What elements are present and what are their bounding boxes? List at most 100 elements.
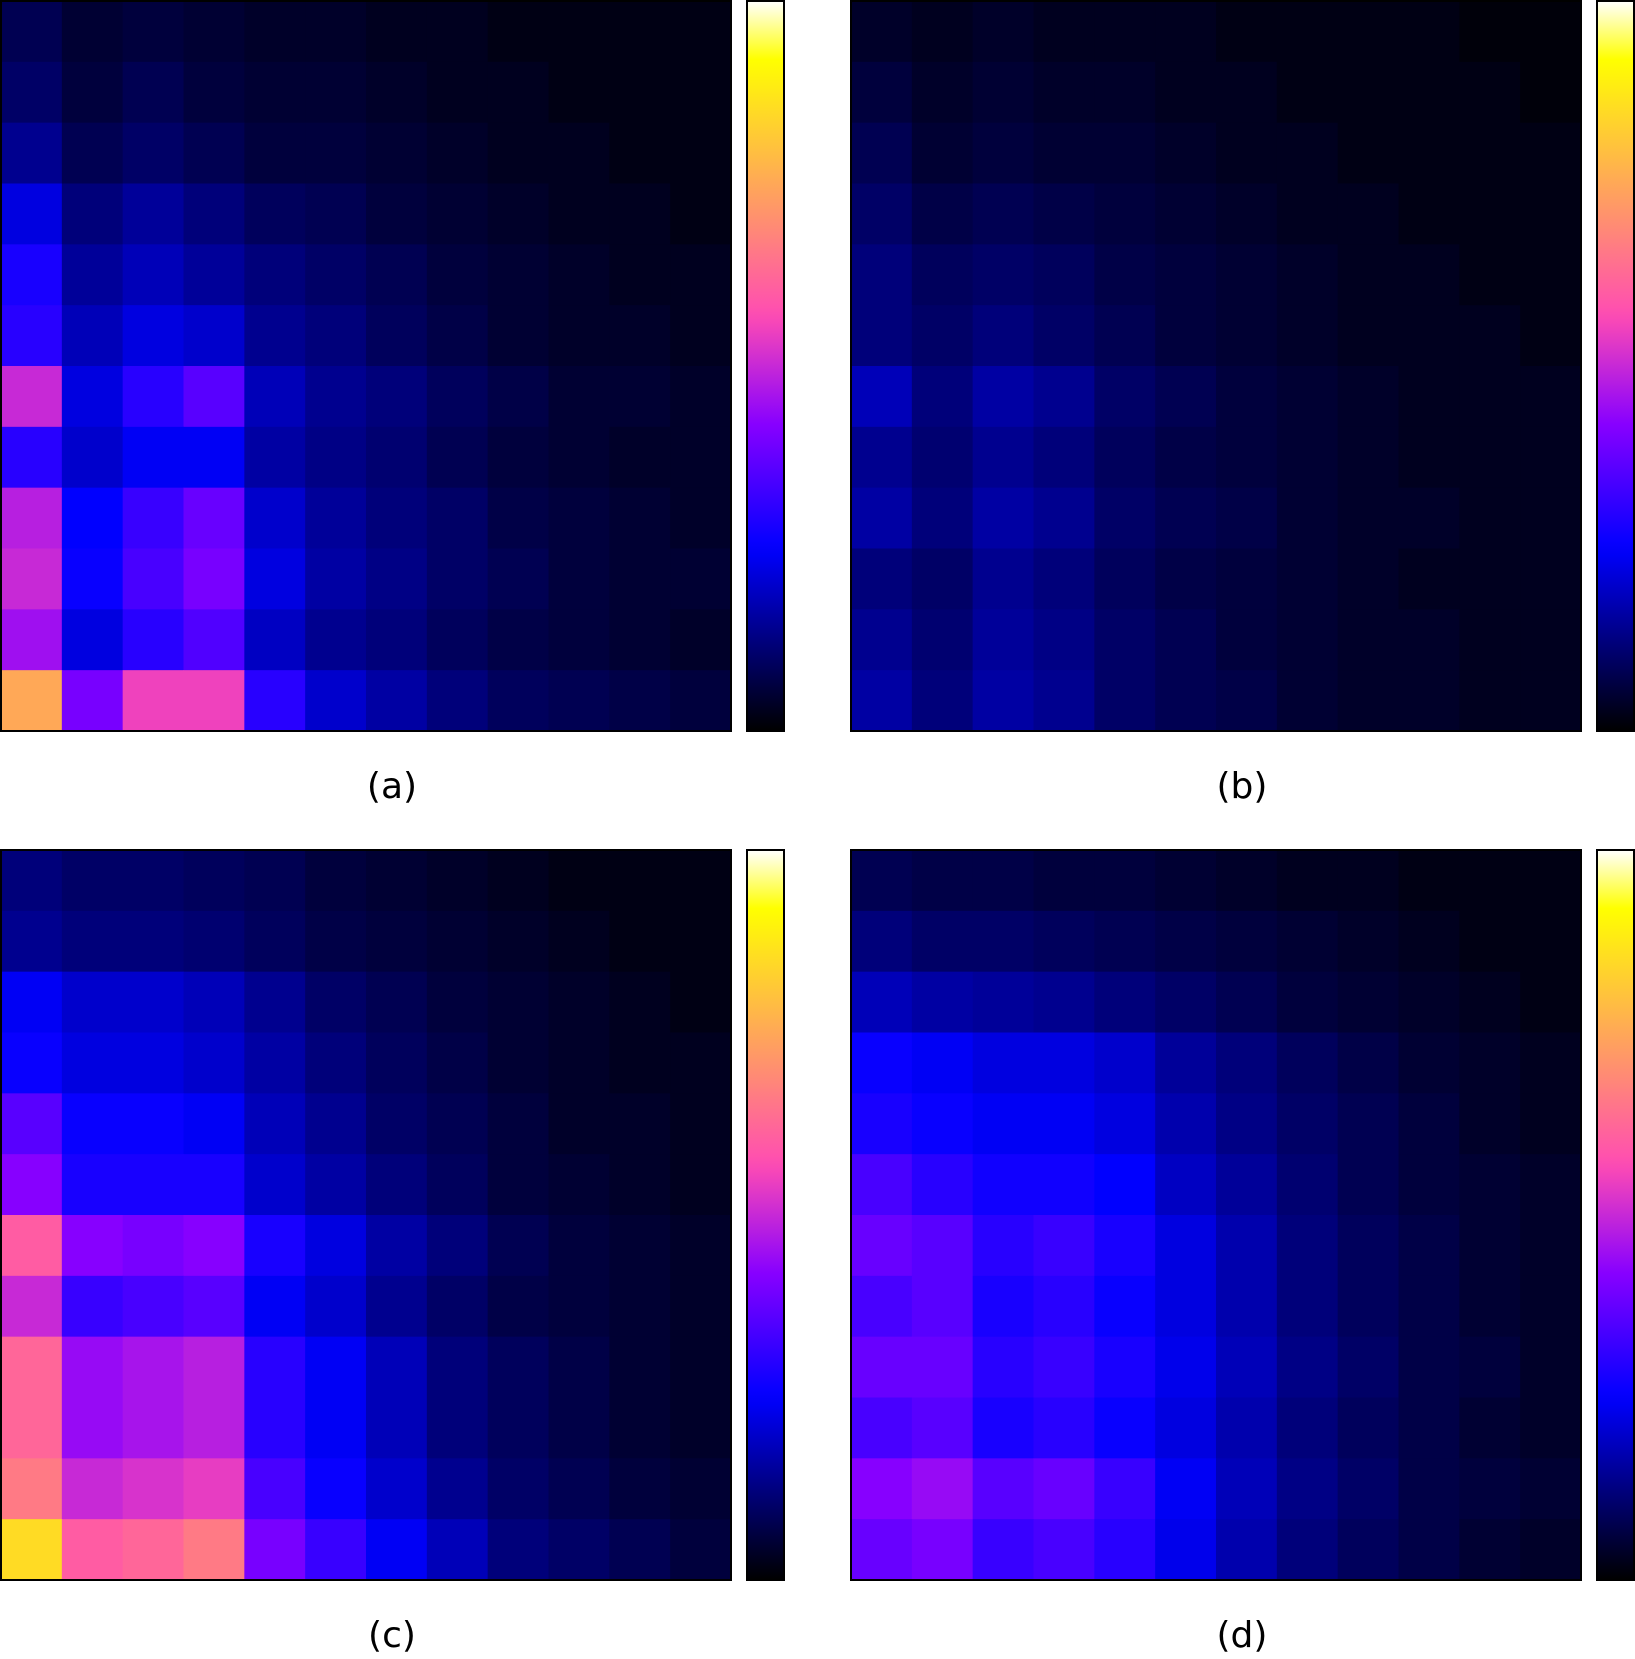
heatmap-cell <box>122 910 184 973</box>
heatmap-cell <box>609 609 671 671</box>
panel-label: (d) <box>1217 1615 1268 1656</box>
heatmap-cell <box>1459 1032 1521 1094</box>
heatmap-cell <box>1459 850 1521 912</box>
heatmap-cell <box>183 1397 245 1459</box>
heatmap-cell <box>1216 1458 1278 1520</box>
heatmap-cell <box>1459 1275 1521 1338</box>
heatmap-cell <box>911 1154 974 1216</box>
heatmap-cell <box>244 609 306 671</box>
heatmap-cell <box>487 1275 549 1338</box>
heatmap-cell <box>548 1458 610 1520</box>
heatmap-cell <box>366 670 428 732</box>
heatmap-cell <box>1216 244 1278 306</box>
heatmap-cell <box>183 548 245 610</box>
heatmap-cell <box>1216 850 1278 912</box>
heatmap-cell <box>1216 487 1278 549</box>
heatmap-cell <box>1094 910 1156 973</box>
heatmap-cell <box>1155 1154 1217 1216</box>
heatmap-cell <box>1155 971 1217 1033</box>
heatmap-cell <box>972 122 1034 184</box>
heatmap-cell <box>1398 910 1460 973</box>
heatmap-cell <box>244 1275 306 1338</box>
heatmap-cell <box>366 1093 428 1155</box>
heatmap-cell <box>61 122 124 184</box>
heatmap-cell <box>1398 1093 1460 1155</box>
heatmap-cell <box>1033 1519 1095 1581</box>
heatmap-cell <box>1216 61 1278 124</box>
heatmap-cell <box>1276 1154 1339 1216</box>
heatmap-cell <box>609 61 671 124</box>
heatmap-cell <box>609 1519 671 1581</box>
heatmap-cell <box>609 850 671 912</box>
heatmap-cell <box>670 244 732 306</box>
heatmap-cell <box>487 1397 549 1459</box>
heatmap-cell <box>972 61 1034 124</box>
heatmap-cell <box>972 366 1034 428</box>
heatmap-cell <box>1216 366 1278 428</box>
heatmap-cell <box>911 366 974 428</box>
heatmap-cell <box>1155 1519 1217 1581</box>
heatmap-cell <box>487 1032 549 1094</box>
heatmap-cell <box>911 1215 974 1277</box>
heatmap-cell <box>1094 1397 1156 1459</box>
heatmap-cell <box>609 122 671 184</box>
heatmap-cell <box>305 910 367 973</box>
heatmap-cell <box>305 426 367 489</box>
heatmap-cell <box>487 61 549 124</box>
heatmap-cell <box>244 1336 306 1398</box>
heatmap-cell <box>548 487 610 549</box>
heatmap-cell <box>1398 1397 1460 1459</box>
heatmap-cell <box>1398 971 1460 1033</box>
heatmap-cell <box>1398 670 1460 732</box>
heatmap-cell <box>244 305 306 367</box>
heatmap-cell <box>1 305 63 367</box>
heatmap-cell <box>1 1397 63 1459</box>
heatmap-cell <box>1276 670 1339 732</box>
heatmap-cell <box>1337 670 1399 732</box>
heatmap-cell <box>426 426 489 489</box>
heatmap-cell <box>1216 305 1278 367</box>
heatmap-cell <box>670 850 732 912</box>
heatmap-cell <box>1398 426 1460 489</box>
plot-frame <box>850 849 1582 1581</box>
heatmap-cell <box>1520 1154 1582 1216</box>
heatmap-cell <box>609 426 671 489</box>
heatmap-cell <box>305 366 367 428</box>
heatmap-cell <box>1398 1458 1460 1520</box>
heatmap-cell <box>1 366 63 428</box>
heatmap-cell <box>972 850 1034 912</box>
heatmap-cell <box>1216 1275 1278 1338</box>
heatmap-cell <box>1 971 63 1033</box>
heatmap-cell <box>183 1032 245 1094</box>
heatmap-cell <box>1033 305 1095 367</box>
heatmap-cell <box>1276 850 1339 912</box>
heatmap-cell <box>972 548 1034 610</box>
heatmap-cell <box>1276 548 1339 610</box>
heatmap-cell <box>1033 1397 1095 1459</box>
heatmap-cell <box>972 1275 1034 1338</box>
heatmap-cell <box>548 1336 610 1398</box>
heatmap-cell <box>1155 305 1217 367</box>
heatmap-cell <box>1459 1336 1521 1398</box>
heatmap-cell <box>670 548 732 610</box>
heatmap-cell <box>548 670 610 732</box>
heatmap-cell <box>548 1397 610 1459</box>
heatmap-cell <box>61 1336 124 1398</box>
heatmap-cell <box>911 910 974 973</box>
heatmap-cell <box>1459 122 1521 184</box>
heatmap-cell <box>972 1032 1034 1094</box>
heatmap-cell <box>1216 1336 1278 1398</box>
heatmap-cell <box>851 1215 913 1277</box>
heatmap-cell <box>1459 426 1521 489</box>
heatmap-cell <box>366 426 428 489</box>
heatmap-cell <box>183 61 245 124</box>
heatmap-cell <box>911 1397 974 1459</box>
heatmap-cell <box>851 1154 913 1216</box>
heatmap-cell <box>1 1032 63 1094</box>
heatmap-cell <box>366 1 428 63</box>
heatmap-cell <box>244 670 306 732</box>
heatmap-cell <box>1459 1458 1521 1520</box>
heatmap-cell <box>1337 1154 1399 1216</box>
heatmap-cell <box>972 183 1034 245</box>
heatmap-cell <box>609 244 671 306</box>
